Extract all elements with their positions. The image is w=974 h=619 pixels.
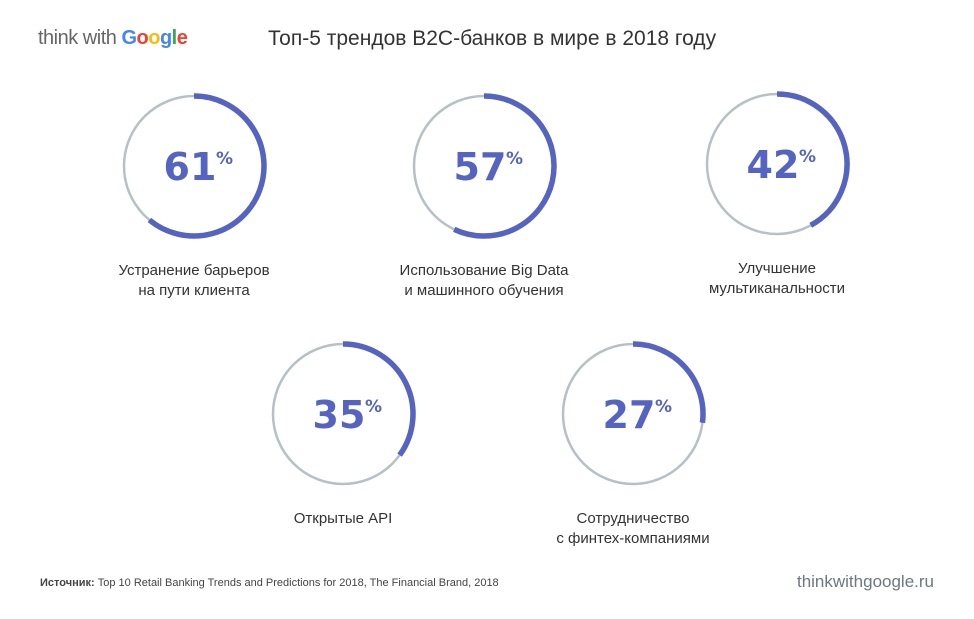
donut-category-label: Устранение барьеров на пути клиента (74, 261, 314, 301)
think-with-google-logo: think with Google (38, 27, 188, 50)
donut-value-label: 35 (313, 393, 366, 437)
donut-2: 57% (412, 93, 557, 239)
percent-sign: % (216, 149, 233, 169)
donut-value-arc (776, 91, 850, 228)
percent-sign: % (799, 147, 816, 167)
donut-value-arc (147, 93, 267, 239)
page-title: Топ-5 трендов B2C-банков в мире в 2018 г… (268, 27, 717, 50)
logo-prefix: think with (38, 27, 122, 49)
donut-1: 61% (122, 93, 267, 239)
label-line: Устранение барьеров (118, 262, 270, 279)
site-link[interactable]: thinkwithgoogle.ru (796, 572, 934, 591)
donut-value-label: 57 (454, 145, 507, 189)
donut-value-arc (342, 341, 416, 457)
donut-value-arc (453, 93, 557, 239)
percent-sign: % (365, 397, 382, 417)
donut-4: 35% (271, 341, 416, 486)
label-line: Использование Big Data (399, 262, 569, 279)
label-line: на пути клиента (138, 282, 250, 299)
donut-value-label: 27 (603, 393, 656, 437)
donut-5: 27% (561, 341, 706, 486)
label-line: Улучшение (738, 260, 816, 277)
source-note: Источник: Top 10 Retail Banking Trends a… (40, 577, 499, 589)
label-line: мультиканальности (708, 280, 846, 297)
donut-value-label: 61 (164, 145, 217, 189)
source-text: Top 10 Retail Banking Trends and Predict… (94, 577, 499, 589)
percent-sign: % (506, 149, 523, 169)
donut-category-label: Использование Big Data и машинного обучен… (364, 261, 604, 301)
donut-value-label: 42 (747, 143, 800, 187)
label-line: Открытые API (293, 510, 393, 527)
label-line: с финтех-компаниями (556, 530, 710, 547)
percent-sign: % (655, 397, 672, 417)
logo-brand: Google (121, 27, 188, 49)
label-line: и машинного обучения (404, 282, 564, 299)
donut-value-arc (632, 341, 706, 424)
donut-category-label: Открытые API (223, 509, 463, 529)
donut-3: 42% (705, 91, 850, 236)
source-label: Источник: (40, 577, 95, 589)
label-line: Сотрудничество (576, 510, 690, 527)
donut-category-label: Сотрудничество с финтех-компаниями (513, 509, 753, 549)
donut-category-label: Улучшение мультиканальности (657, 259, 897, 299)
